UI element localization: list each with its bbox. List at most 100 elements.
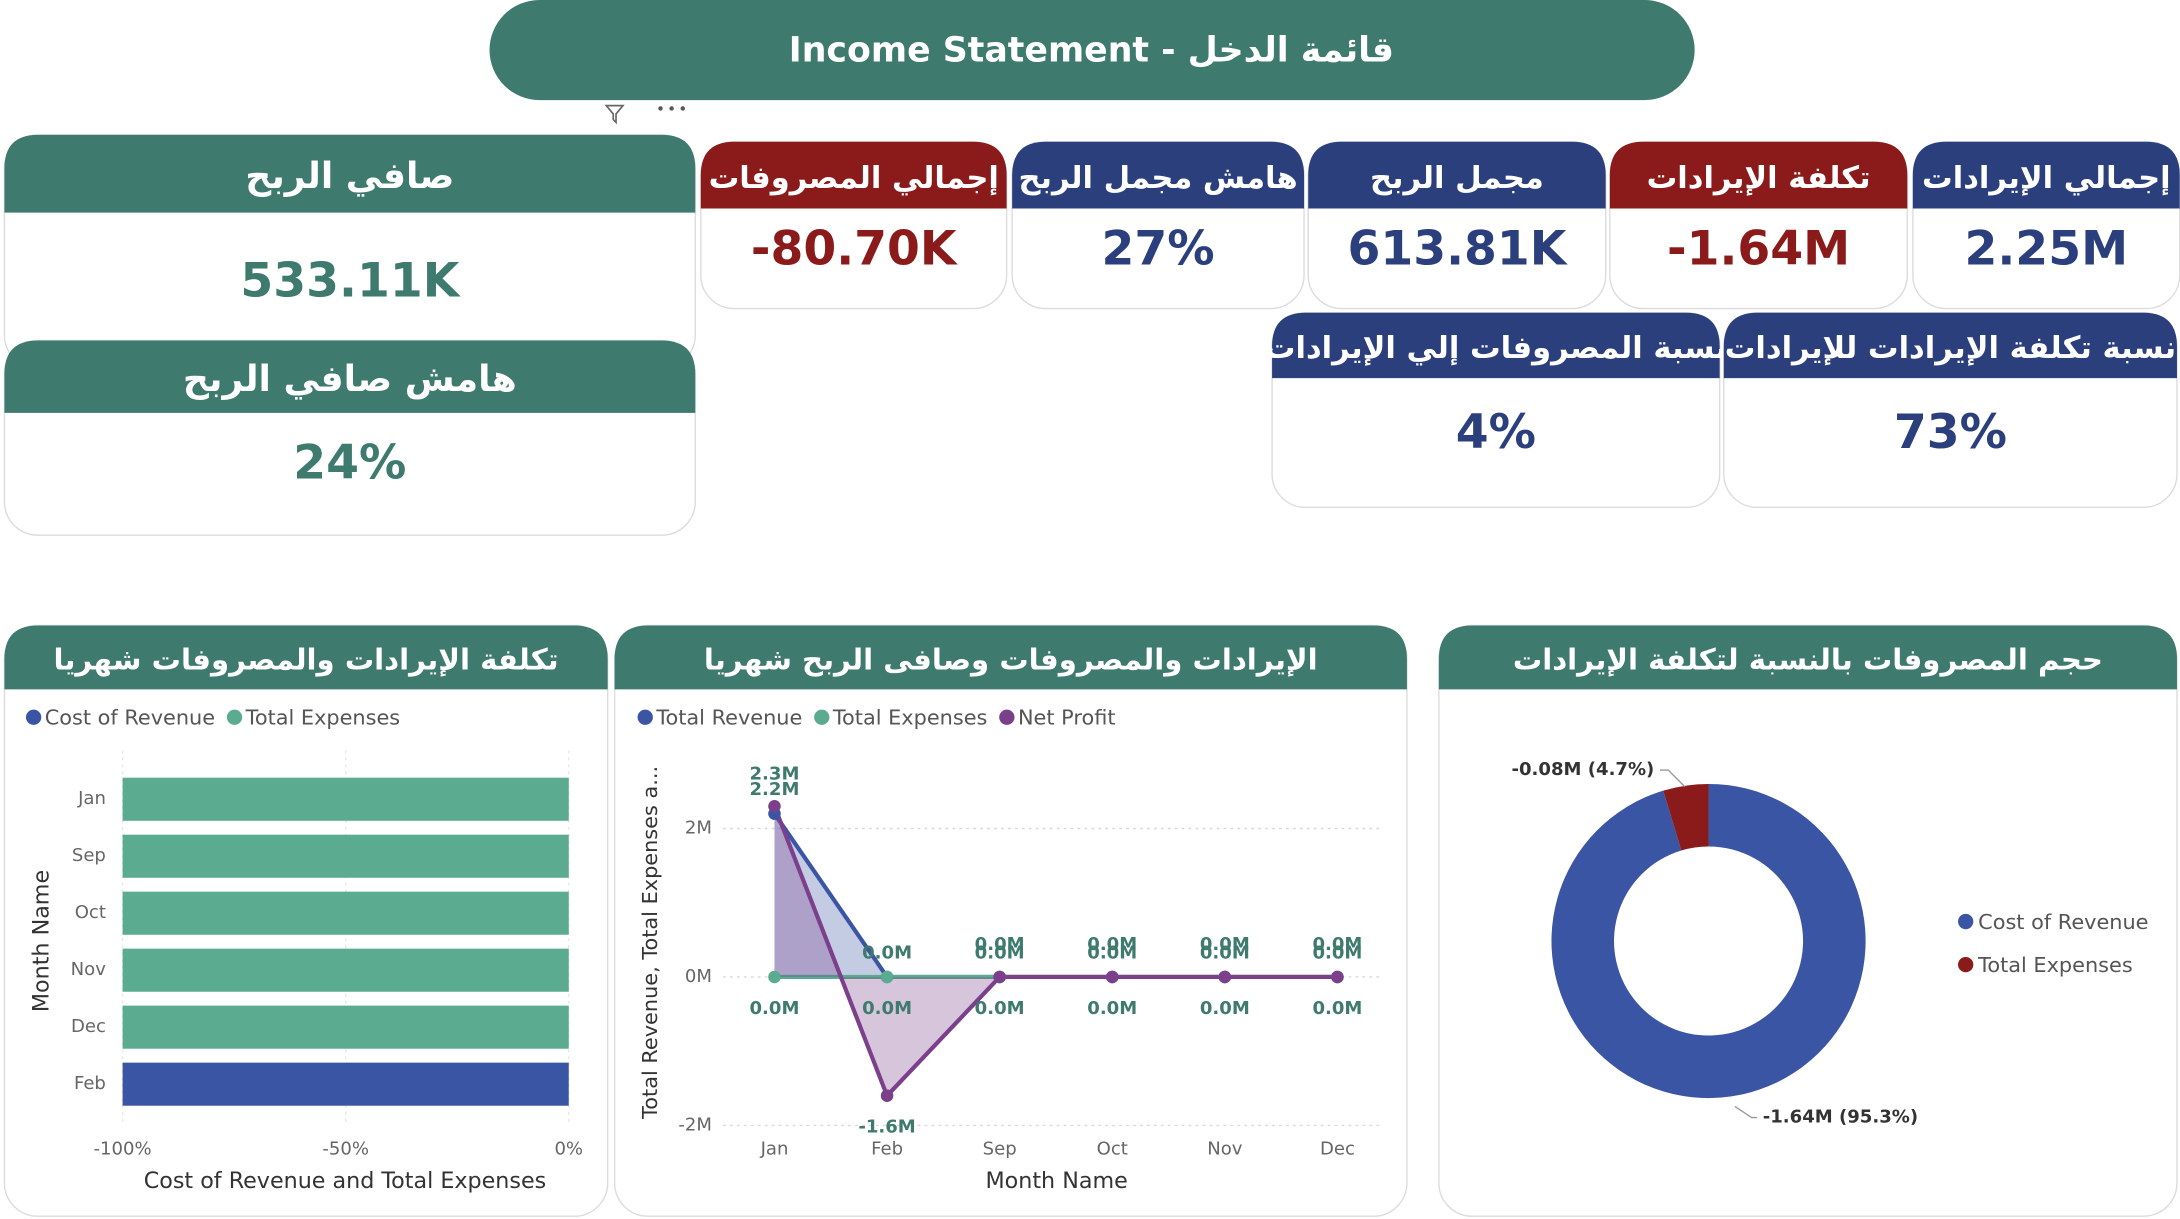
card-value: 73% <box>1894 405 2007 460</box>
card-value: 2.25M <box>1964 222 2128 277</box>
data-label: -1.6M <box>858 1117 915 1138</box>
card-header <box>1272 312 1720 379</box>
data-label: 0.0M <box>1200 942 1250 963</box>
legend-label: Total Revenue <box>655 706 802 730</box>
data-label: 0.0M <box>1087 942 1137 963</box>
card-label: إجمالي الإيرادات <box>1922 161 2171 196</box>
y-tick-label: -2M <box>678 1114 712 1135</box>
card-value: 533.11K <box>240 254 461 309</box>
card-value: -80.70K <box>751 222 959 277</box>
panel-header <box>4 625 608 690</box>
legend-label: Net Profit <box>1018 706 1116 730</box>
card-header <box>1723 312 2177 379</box>
point <box>1218 970 1232 984</box>
x-axis-title: Month Name <box>986 1168 1128 1194</box>
kpi-card: نسبة المصروفات إلي الإيرادات 4% <box>1265 312 1727 509</box>
panel-header <box>614 625 1407 690</box>
data-label: -1.64M (95.3%) <box>1763 1107 1918 1128</box>
card-label: نسبة تكلفة الإيرادات للإيرادات <box>1725 331 2176 366</box>
data-label: -0.08M (4.7%) <box>1512 759 1655 780</box>
legend-marker <box>25 709 42 725</box>
card-header <box>1609 141 1908 209</box>
y-tick-label: 2M <box>685 818 712 839</box>
x-tick-label: Feb <box>871 1139 903 1160</box>
card-value: 27% <box>1102 222 1215 277</box>
panel-header <box>1438 625 2177 690</box>
card-value: 613.81K <box>1347 222 1568 277</box>
y-tick-label: Jan <box>77 788 106 809</box>
more-options[interactable] <box>658 106 685 111</box>
x-tick-label: Jan <box>760 1139 789 1160</box>
filter-icon[interactable] <box>604 104 625 125</box>
card-header <box>4 340 696 413</box>
chart-panel: تكلفة الإيرادات والمصروفات شهريا Cost of … <box>3 624 609 1217</box>
x-tick-label: -50% <box>322 1139 369 1160</box>
kpi-card: هامش صافي الربح 24% <box>3 339 696 536</box>
chart-panel: حجم المصروفات بالنسبة لتكلفة الإيرادات -1… <box>1438 624 2178 1217</box>
x-tick-label: Dec <box>1320 1139 1355 1160</box>
point <box>993 970 1006 984</box>
chart-panel: الإيرادات والمصروفات وصافى الربح شهريا To… <box>613 624 1408 1217</box>
legend-marker <box>637 709 653 725</box>
legend-label: Cost of Revenue <box>45 706 215 730</box>
legend-marker <box>814 709 830 725</box>
point <box>768 970 781 984</box>
legend-marker <box>1958 956 1974 973</box>
dot <box>658 106 663 111</box>
data-label: 0.0M <box>1087 998 1137 1019</box>
legend-marker <box>1958 913 1974 930</box>
donut-slice <box>1663 783 1709 851</box>
legend-marker <box>999 709 1015 725</box>
legend-label: Total Expenses <box>832 706 988 730</box>
kpi-card: نسبة تكلفة الإيرادات للإيرادات 73% <box>1723 312 2178 509</box>
kpi-card: مجمل الربح 613.81K <box>1307 141 1607 310</box>
card-label: صافي الربح <box>245 154 454 197</box>
area <box>774 806 1338 1096</box>
data-label: 0.0M <box>1087 934 1137 955</box>
kpi-card: إجمالي الإيرادات 2.25M <box>1912 141 2180 310</box>
data-label: 0.0M <box>862 942 912 963</box>
bar-segment <box>122 1062 569 1106</box>
page-title: Income Statement - قائمة الدخل <box>789 30 1394 70</box>
y-axis-title: Month Name <box>28 870 54 1012</box>
kpi-card: تكلفة الإيرادات -1.64M <box>1609 141 1908 310</box>
leader-line <box>1659 769 1686 788</box>
data-label: 0.0M <box>1200 934 1250 955</box>
card-value: -1.64M <box>1667 222 1850 277</box>
x-axis-title: Cost of Revenue and Total Expenses <box>144 1168 546 1194</box>
card-label: هامش مجمل الربح <box>1018 161 1297 196</box>
point <box>880 1089 894 1102</box>
card-header <box>1308 141 1606 209</box>
legend-label: Total Expenses <box>1977 953 2133 977</box>
kpi-card: هامش مجمل الربح 27% <box>1011 141 1305 310</box>
point <box>768 799 781 813</box>
legend-label: Cost of Revenue <box>1978 910 2148 934</box>
bar-segment <box>122 948 569 992</box>
bar-segment <box>122 777 569 821</box>
kpi-card: صافي الربح 533.11K <box>3 134 696 370</box>
card-header <box>1912 141 2180 209</box>
card-value: 4% <box>1456 405 1536 460</box>
y-tick-label: Oct <box>75 902 106 923</box>
kpi-card: إجمالي المصروفات -80.70K <box>700 141 1008 310</box>
title-banner <box>489 0 1695 101</box>
card-label: مجمل الربح <box>1370 161 1544 196</box>
card-label: نسبة المصروفات إلي الإيرادات <box>1265 331 1727 366</box>
line <box>772 805 1338 1100</box>
data-label: 0.0M <box>975 942 1025 963</box>
chart-title: الإيرادات والمصروفات وصافى الربح شهريا <box>704 643 1318 677</box>
point <box>1331 970 1344 984</box>
leader-line <box>1734 1105 1758 1119</box>
y-tick-label: 0M <box>685 966 712 987</box>
dot <box>680 106 685 111</box>
x-tick-label: -100% <box>94 1139 152 1160</box>
bar-segment <box>122 891 569 935</box>
y-tick-label: Sep <box>72 845 106 866</box>
y-tick-label: Nov <box>71 959 107 980</box>
data-label: 0.0M <box>975 934 1025 955</box>
x-tick-label: 0% <box>554 1139 583 1160</box>
card-header <box>4 134 696 213</box>
card-label: تكلفة الإيرادات <box>1647 161 1871 196</box>
x-tick-label: Oct <box>1097 1139 1128 1160</box>
